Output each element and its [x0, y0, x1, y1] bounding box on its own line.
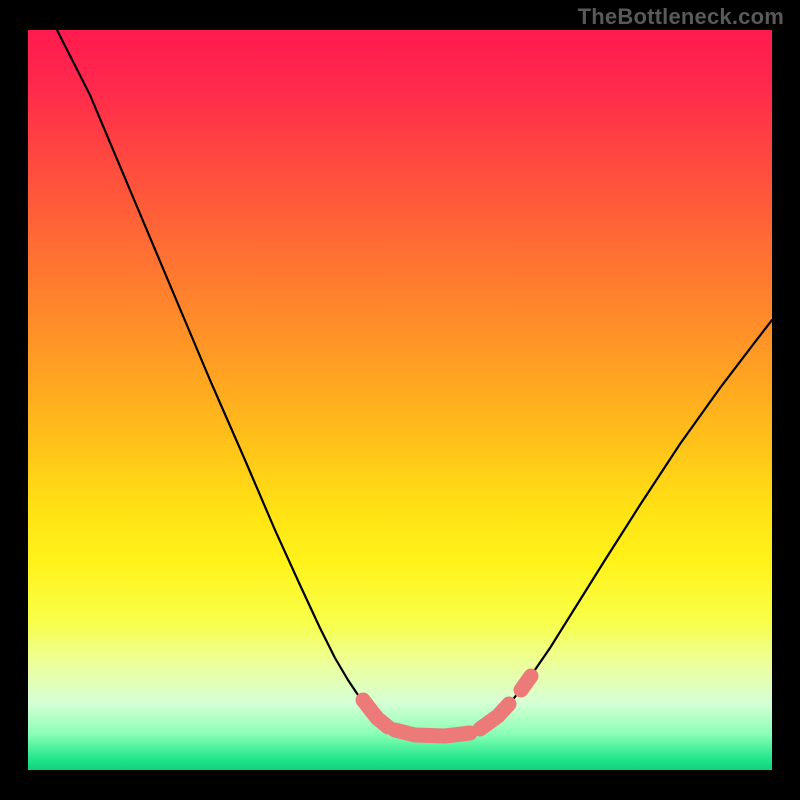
watermark-text: TheBottleneck.com: [578, 4, 784, 30]
overlay-segment-1: [395, 730, 470, 736]
overlay-segment-3: [521, 676, 531, 690]
chart-svg: [0, 0, 800, 800]
chart-frame: TheBottleneck.com: [0, 0, 800, 800]
